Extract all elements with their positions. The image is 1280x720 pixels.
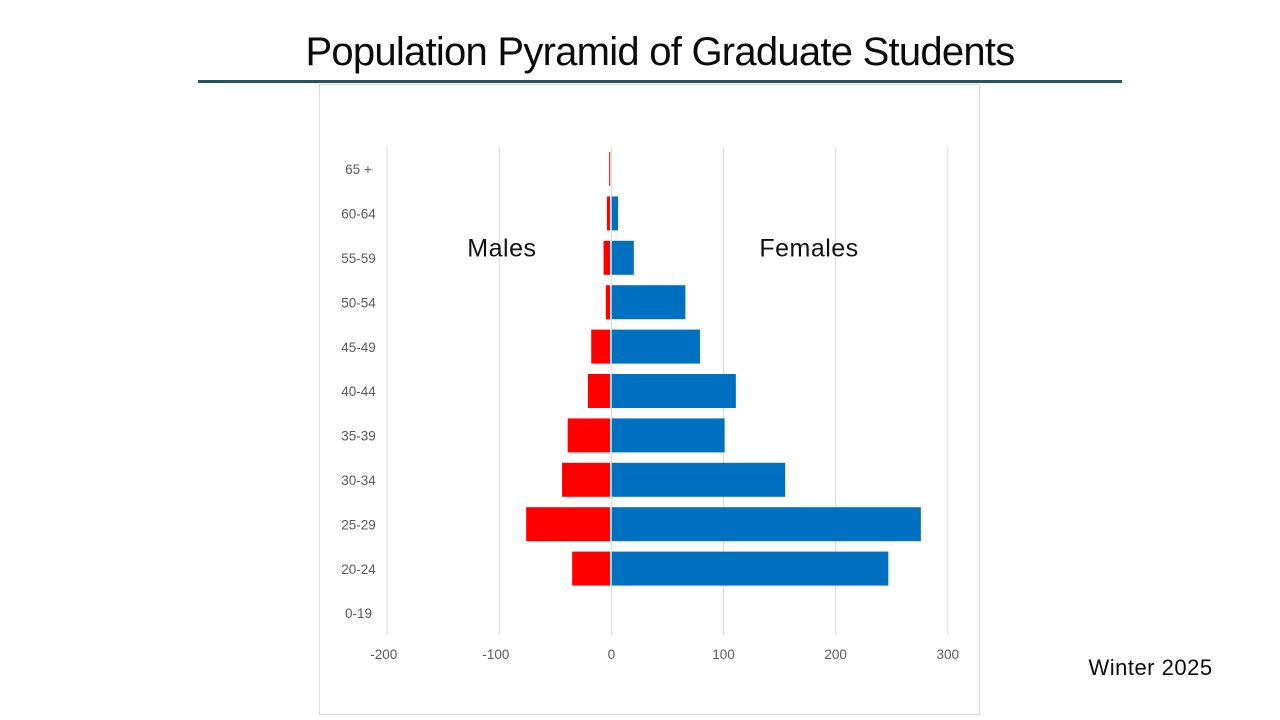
category-label: 45-49: [341, 340, 376, 355]
x-tick-label: -100: [482, 647, 509, 662]
females-bar-25-29: [611, 507, 921, 542]
males-bar-50-54: [605, 285, 611, 320]
females-bar-55-59: [611, 240, 634, 275]
males-series-label: Males: [467, 234, 537, 263]
males-bar-25-29: [526, 507, 611, 542]
category-label: 40-44: [341, 384, 376, 399]
x-tick-label: 300: [936, 647, 959, 662]
females-bar-20-24: [611, 551, 889, 586]
x-tick-label: 200: [824, 647, 847, 662]
females-series-label: Females: [759, 234, 859, 263]
category-label: 0-19: [345, 606, 372, 621]
category-label: 65 +: [345, 162, 372, 177]
females-bar-60-64: [611, 196, 619, 231]
males-bar-60-64: [606, 196, 611, 231]
category-label: 35-39: [341, 429, 376, 444]
category-label: 30-34: [341, 473, 376, 488]
males-bar-35-39: [567, 418, 611, 453]
males-bar-40-44: [587, 374, 611, 408]
category-label: 60-64: [341, 207, 376, 222]
title-underline: [198, 80, 1122, 83]
males-bar-65+: [609, 152, 611, 186]
females-bar-30-34: [611, 462, 786, 497]
footer-date: Winter 2025: [1088, 654, 1213, 680]
females-bar-35-39: [611, 418, 725, 453]
males-bar-20-24: [572, 551, 611, 586]
category-label: 50-54: [341, 295, 376, 310]
x-tick-label: 100: [712, 647, 735, 662]
page-title: Population Pyramid of Graduate Students: [305, 30, 1016, 74]
males-bar-55-59: [603, 240, 611, 275]
males-bar-30-34: [562, 462, 611, 497]
males-bar-45-49: [591, 329, 611, 364]
category-label: 20-24: [341, 562, 376, 577]
x-tick-label: 0: [608, 647, 616, 662]
females-bar-50-54: [611, 285, 686, 320]
x-tick-label: -200: [370, 647, 397, 662]
category-label: 25-29: [341, 517, 376, 532]
females-bar-45-49: [611, 329, 700, 364]
category-label: 55-59: [341, 251, 376, 266]
females-bar-40-44: [611, 374, 736, 408]
